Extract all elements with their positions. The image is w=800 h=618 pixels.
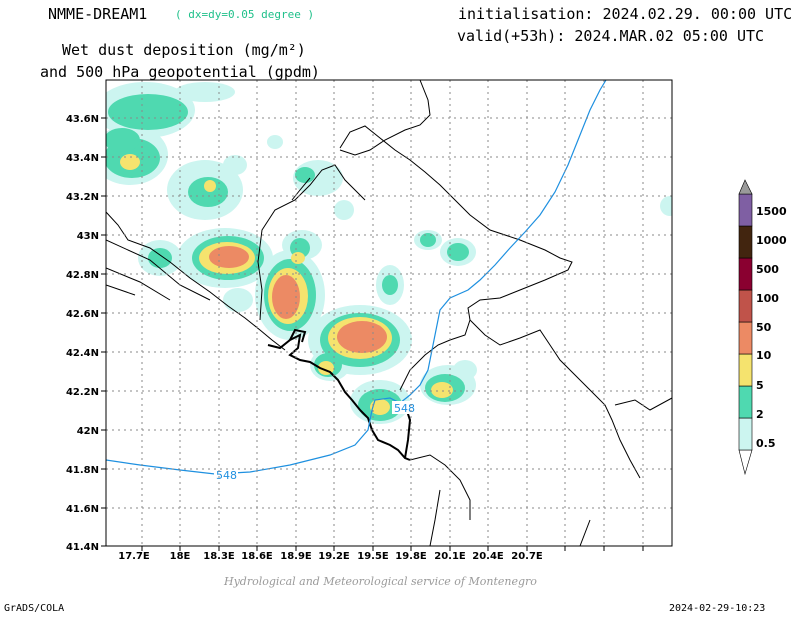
- lat-label: 41.4N: [66, 542, 99, 553]
- lon-label: 20.7E: [511, 551, 543, 562]
- colorbar-swatch-1000: [738, 193, 753, 227]
- model-name: NMME-DREAM1: [48, 5, 148, 23]
- longitude-labels: 17.7E 18E 18.3E 18.6E 18.9E 19.2E 19.5E …: [118, 551, 543, 562]
- colorbar-swatch-50: [738, 289, 753, 323]
- colorbar-label: 1500: [756, 205, 787, 218]
- valid-time: valid(+53h): 2024.MAR.02 05:00 UTC: [457, 27, 765, 45]
- country-borders: [106, 80, 672, 546]
- lat-label: 42.6N: [66, 309, 99, 320]
- lat-label: 41.8N: [66, 465, 99, 476]
- colorbar-swatch-500: [738, 225, 753, 259]
- lat-label: 42.2N: [66, 387, 99, 398]
- geopotential-contour-548: [106, 80, 607, 475]
- contour-label-548-east: 548: [394, 402, 415, 415]
- colorbar-upper-triangle: [738, 179, 753, 195]
- lat-label: 42.4N: [66, 348, 99, 359]
- colorbar-label: 10: [756, 349, 772, 362]
- variable-title-line1: Wet dust deposition (mg/m²): [62, 41, 306, 59]
- lon-label: 18.6E: [241, 551, 273, 562]
- colorbar-label: 500: [756, 263, 779, 276]
- lon-label: 18.9E: [280, 551, 312, 562]
- model-resolution: ( dx=dy=0.05 degree ): [175, 8, 315, 21]
- colorbar-label: 2: [756, 408, 764, 421]
- lon-label: 19.5E: [357, 551, 389, 562]
- software-label: GrADS/COLA: [4, 603, 65, 614]
- lon-label: 20.4E: [472, 551, 504, 562]
- variable-title-line2: and 500 hPa geopotential (gpdm): [40, 63, 320, 81]
- colorbar-label: 5: [756, 379, 764, 392]
- deposition-field: [106, 80, 672, 546]
- colorbar-lower-triangle: [738, 449, 753, 476]
- deposition-level-10: [209, 246, 387, 353]
- lon-label: 18E: [170, 551, 191, 562]
- latitude-labels: 43.6N 43.4N 43.2N 43N 42.8N 42.6N 42.4N …: [66, 114, 99, 553]
- lon-label: 20.1E: [434, 551, 466, 562]
- colorbar: [738, 179, 753, 476]
- colorbar-swatch-5: [738, 353, 753, 387]
- colorbar-labels: 0.5 2 5 10 50 100 500 1000 1500: [756, 205, 787, 450]
- lat-label: 43.6N: [66, 114, 99, 125]
- lat-label: 42.8N: [66, 270, 99, 281]
- colorbar-swatch-2: [738, 385, 753, 419]
- colorbar-label: 50: [756, 321, 772, 334]
- colorbar-swatch-0.5: [738, 417, 753, 451]
- colorbar-label: 0.5: [756, 437, 776, 450]
- lon-label: 18.3E: [203, 551, 235, 562]
- colorbar-label: 100: [756, 292, 779, 305]
- lon-label: 19.8E: [395, 551, 427, 562]
- generated-timestamp: 2024-02-29-10:23: [669, 603, 766, 614]
- colorbar-swatch-10: [738, 321, 753, 355]
- colorbar-label: 1000: [756, 234, 787, 247]
- lat-lon-grid: [106, 80, 672, 546]
- lon-label: 17.7E: [118, 551, 150, 562]
- lat-label: 43N: [77, 231, 99, 242]
- colorbar-swatch-100: [738, 257, 753, 291]
- lat-label: 43.4N: [66, 153, 99, 164]
- lat-label: 43.2N: [66, 192, 99, 203]
- lat-label: 42N: [77, 426, 99, 437]
- lon-label: 19.2E: [318, 551, 350, 562]
- lat-label: 41.6N: [66, 504, 99, 515]
- initialisation-time: initialisation: 2024.02.29. 00:00 UTC: [458, 5, 793, 23]
- contour-label-548-west: 548: [216, 469, 237, 482]
- axis-ticks: [101, 117, 644, 551]
- credit-line: Hydrological and Meteorological service …: [224, 575, 537, 588]
